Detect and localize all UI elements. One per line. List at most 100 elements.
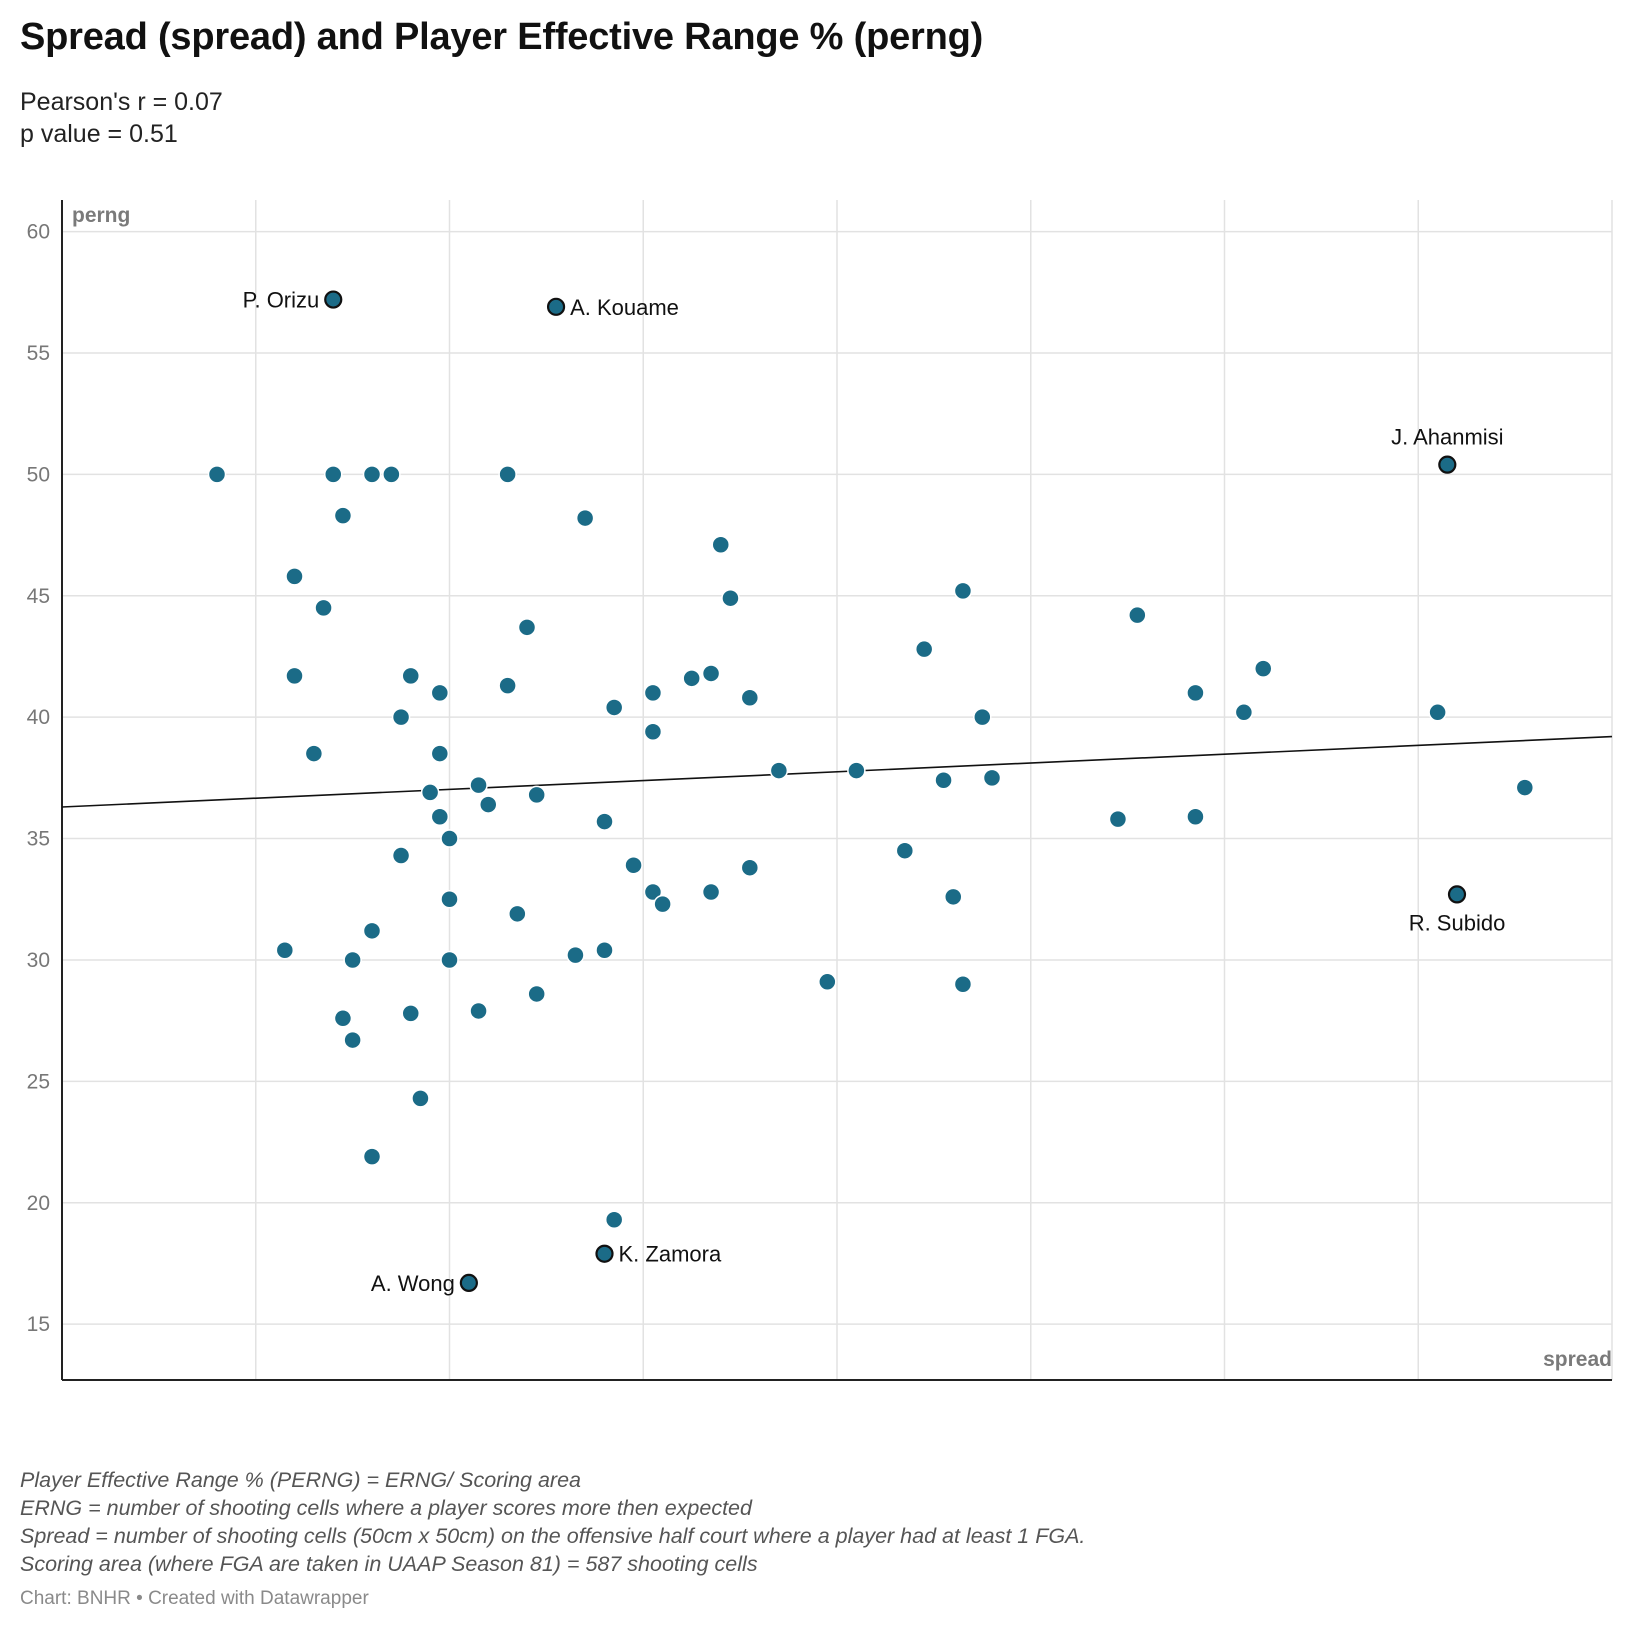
y-tick-label: 35 xyxy=(27,828,50,851)
data-point xyxy=(469,775,488,795)
highlighted-point xyxy=(1447,885,1467,904)
data-point xyxy=(1428,703,1447,722)
data-point xyxy=(333,1008,353,1028)
highlighted-point xyxy=(459,1273,478,1292)
axes: 0 20 40 60 80 100 120 140 160 15 20 25 30 35 40 45 50 55 6… xyxy=(27,200,1630,1400)
note-line: ERNG = number of shooting cells where a … xyxy=(20,1496,752,1520)
data-point xyxy=(304,744,324,763)
data-point xyxy=(934,771,953,790)
data-point xyxy=(333,506,353,525)
data-point xyxy=(1128,605,1147,625)
x-tick-label: 0 xyxy=(56,1398,68,1400)
data-point xyxy=(314,598,333,618)
gridlines xyxy=(62,200,1613,1380)
data-point xyxy=(740,858,760,877)
data-point xyxy=(285,666,304,686)
scatter-chart: 0 20 40 60 80 100 120 140 160 15 20 25 30 35 40 45 50 55 6… xyxy=(27,200,1630,1400)
data-point xyxy=(595,812,614,831)
data-point xyxy=(701,664,721,683)
data-point xyxy=(479,795,498,814)
data-point xyxy=(362,1147,382,1166)
data-point xyxy=(324,465,343,484)
annotation-layer: P. Orizu A. Kouame J. Ahanmisi R. Subido K. … xyxy=(243,288,1506,1296)
point-label: J. Ahanmisi xyxy=(1391,425,1504,450)
y-tick-label: 30 xyxy=(27,949,50,972)
data-point xyxy=(740,688,760,707)
data-point xyxy=(517,618,537,637)
data-point xyxy=(391,846,411,865)
point-label: P. Orizu xyxy=(243,288,320,313)
data-point xyxy=(1254,659,1273,678)
chart-notes: Player Effective Range % (PERNG) = ERNG/… xyxy=(20,1466,1085,1578)
data-point xyxy=(653,894,672,914)
x-tick-label: 160 xyxy=(1594,1398,1629,1400)
data-point xyxy=(721,588,740,608)
x-tick-label: 80 xyxy=(825,1398,848,1400)
point-label: R. Subido xyxy=(1409,910,1506,935)
data-point xyxy=(982,768,1002,788)
data-point xyxy=(701,882,721,902)
data-point xyxy=(682,669,701,688)
point-label: K. Zamora xyxy=(619,1242,722,1267)
data-point xyxy=(953,974,973,994)
y-tick-label: 60 xyxy=(27,221,50,244)
data-point xyxy=(430,683,450,703)
highlighted-point xyxy=(324,290,343,309)
data-point xyxy=(1186,807,1205,826)
data-point xyxy=(527,785,546,805)
data-point xyxy=(595,940,614,960)
chart-credit: Chart: BNHR • Created with Datawrapper xyxy=(20,1588,369,1609)
data-point xyxy=(643,683,663,703)
data-point xyxy=(1234,703,1254,722)
points-layer xyxy=(207,290,1535,1292)
x-axis-title: spread xyxy=(1543,1348,1612,1371)
data-point xyxy=(440,890,459,909)
data-point xyxy=(575,508,595,528)
data-point xyxy=(527,984,546,1004)
y-tick-label: 50 xyxy=(27,463,50,486)
note-line: Spread = number of shooting cells (50cm … xyxy=(20,1524,1086,1548)
data-point xyxy=(914,639,934,659)
data-point xyxy=(382,465,401,484)
p-value-text: p value = 0.51 xyxy=(20,120,178,148)
chart-title: Spread (spread) and Player Effective Ran… xyxy=(20,16,984,58)
data-point xyxy=(440,950,459,970)
data-point xyxy=(430,744,450,763)
data-point xyxy=(420,783,440,802)
highlighted-point xyxy=(546,297,566,316)
data-point xyxy=(508,904,527,924)
data-point xyxy=(944,887,963,907)
y-tick-label: 25 xyxy=(27,1070,50,1093)
point-label: A. Kouame xyxy=(570,295,679,320)
x-tick-label: 140 xyxy=(1401,1398,1436,1400)
data-point xyxy=(711,535,730,555)
note-line: Player Effective Range % (PERNG) = ERNG/… xyxy=(20,1468,582,1492)
x-tick-label: 120 xyxy=(1207,1398,1242,1400)
x-tick-label: 20 xyxy=(244,1398,267,1400)
trendline xyxy=(61,735,1613,808)
highlighted-point xyxy=(595,1244,614,1263)
data-point xyxy=(1186,683,1205,703)
data-point xyxy=(643,722,663,741)
y-tick-label: 20 xyxy=(27,1192,50,1215)
y-tick-label: 40 xyxy=(27,706,50,729)
data-point xyxy=(953,581,973,601)
data-point xyxy=(847,761,866,780)
y-tick-label: 55 xyxy=(27,342,50,365)
note-line: Scoring area (where FGA are taken in UAA… xyxy=(20,1552,758,1576)
x-tick-label: 40 xyxy=(438,1398,461,1400)
trendline-layer xyxy=(61,735,1613,808)
data-point xyxy=(275,940,295,960)
data-point xyxy=(401,666,420,686)
data-point xyxy=(285,567,304,586)
data-point xyxy=(440,829,459,848)
data-point xyxy=(362,921,382,941)
point-label: A. Wong xyxy=(371,1271,455,1296)
data-point xyxy=(769,761,789,780)
data-point xyxy=(604,698,624,717)
highlighted-point xyxy=(1438,455,1457,474)
x-tick-label: 100 xyxy=(1013,1398,1048,1400)
data-point xyxy=(566,945,585,965)
pearson-r-text: Pearson's r = 0.07 xyxy=(20,88,223,116)
data-point xyxy=(498,676,517,695)
